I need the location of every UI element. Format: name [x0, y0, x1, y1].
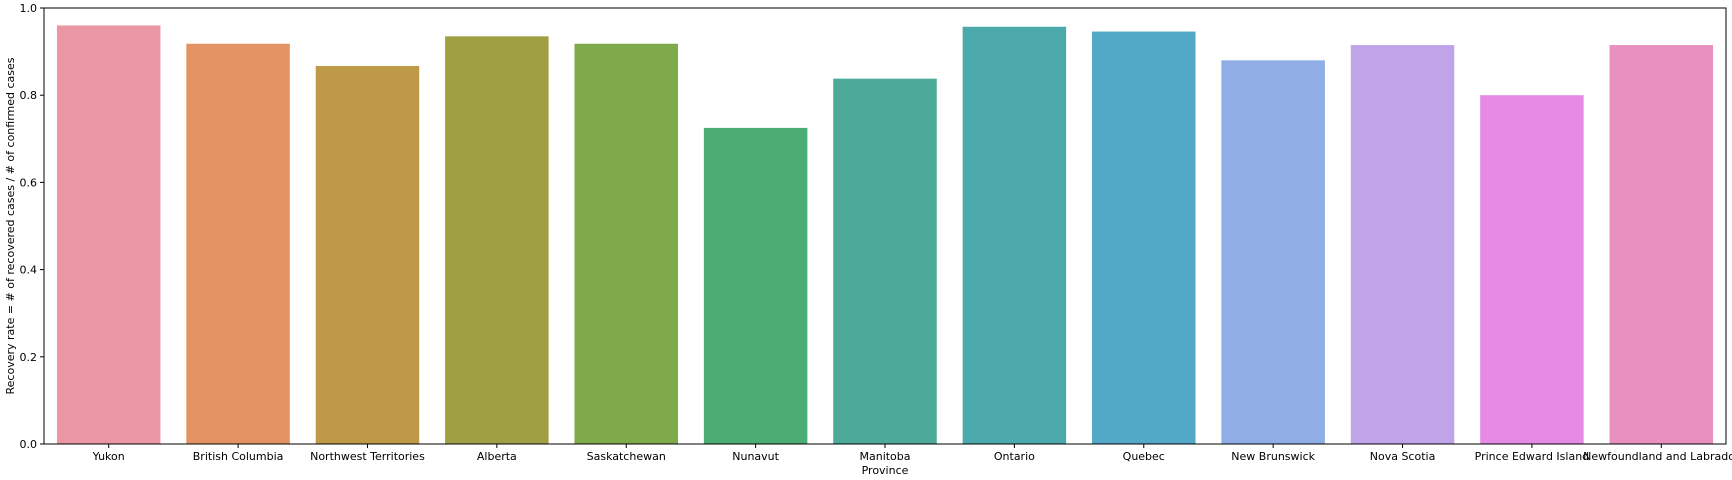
bar-nunavut [703, 127, 808, 445]
x-tick-label: Manitoba [859, 450, 910, 463]
x-tick-label: Alberta [477, 450, 517, 463]
bar-newfoundland-and-labrador [1609, 45, 1714, 445]
y-tick-label: 0.8 [20, 89, 38, 102]
bar-nova-scotia [1350, 45, 1455, 445]
bar-quebec [1092, 31, 1196, 444]
x-tick-label: Nunavut [732, 450, 779, 463]
x-tick-label: Yukon [92, 450, 125, 463]
x-tick-label: British Columbia [193, 450, 284, 463]
x-tick-label: New Brunswick [1231, 450, 1315, 463]
bar-alberta [445, 36, 549, 445]
bar-ontario [962, 26, 1067, 445]
bar-british-columbia [186, 43, 290, 444]
y-tick-label: 0.4 [20, 264, 38, 277]
x-tick-label: Saskatchewan [587, 450, 666, 463]
x-tick-label: Prince Edward Island [1475, 450, 1590, 463]
bar-northwest-territories [315, 65, 420, 444]
x-tick-label: Nova Scotia [1370, 450, 1436, 463]
y-tick-label: 0.6 [20, 176, 38, 189]
y-axis: 0.0 0.2 0.4 0.6 0.8 1.0 [20, 2, 44, 451]
bar-prince-edward-island [1480, 95, 1584, 444]
bars-group [56, 25, 1714, 445]
x-tick-label: Quebec [1123, 450, 1165, 463]
y-tick-label: 1.0 [20, 2, 38, 15]
y-tick-label: 0.2 [20, 351, 38, 364]
x-tick-label: Ontario [994, 450, 1035, 463]
bar-new-brunswick [1221, 60, 1325, 444]
plot-frame [43, 7, 1727, 445]
bar-manitoba [833, 78, 937, 444]
y-axis-label: Recovery rate = # of recovered cases / #… [4, 57, 17, 394]
bar-yukon [56, 25, 161, 444]
x-axis-label: Province [862, 464, 909, 477]
bar-saskatchewan [574, 43, 678, 444]
x-tick-label: Newfoundland and Labrador [1583, 450, 1732, 463]
x-tick-label: Northwest Territories [310, 450, 425, 463]
y-tick-label: 0.0 [20, 438, 38, 451]
x-axis: Yukon British Columbia Northwest Territori… [92, 444, 1732, 463]
